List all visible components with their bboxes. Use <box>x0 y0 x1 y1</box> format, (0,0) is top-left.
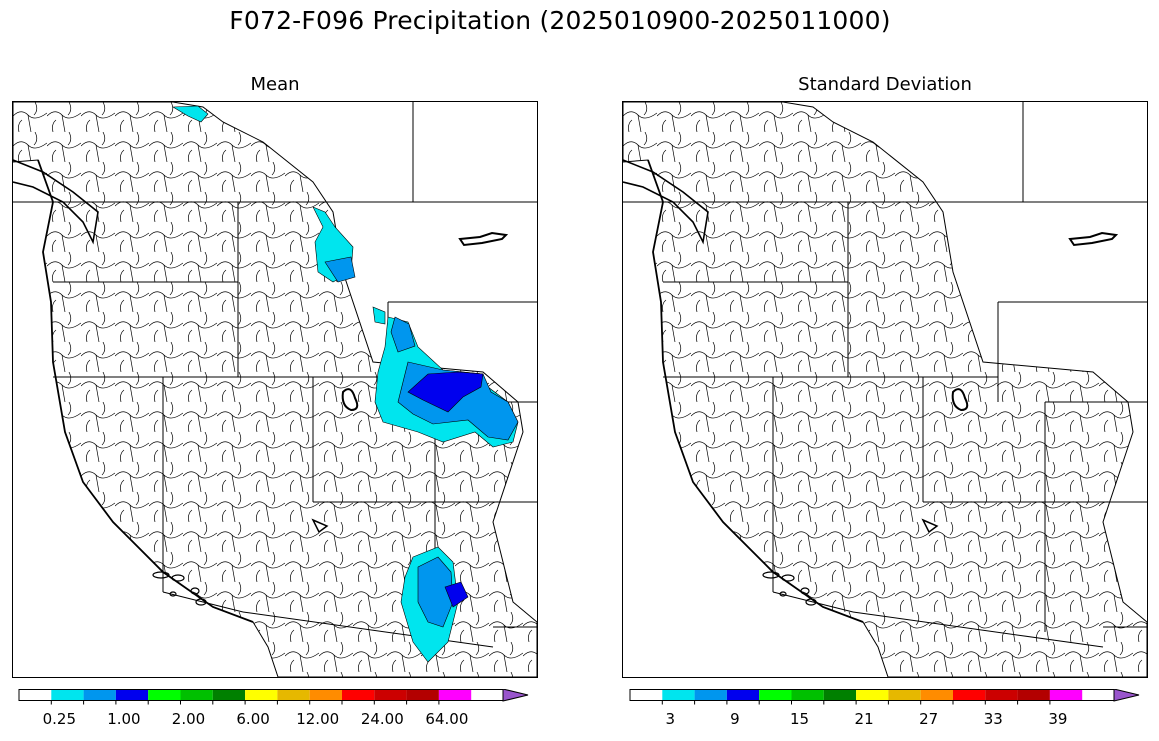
mean-colorbar-tick-label: 0.25 <box>42 710 76 728</box>
stdev-colorbar-color-cell <box>985 689 1018 701</box>
stdev-colorbar-color-cell <box>888 689 921 701</box>
stdev-colorbar-tick-label: 21 <box>854 710 874 728</box>
figure-title: F072-F096 Precipitation (2025010900-2025… <box>229 6 891 35</box>
mean-colorbar-tick-label: 24.00 <box>360 710 404 728</box>
mean-colorbar-color-cell <box>309 689 342 701</box>
stdev-colorbar-tick-label: 3 <box>665 710 676 728</box>
mean-colorbar-tick-label: 1.00 <box>107 710 141 728</box>
mean-colorbar-tick-label: 6.00 <box>236 710 270 728</box>
channel-islands <box>762 571 817 606</box>
stdev-colorbar-color-cell <box>759 689 792 701</box>
stdev-colorbar-color-cell <box>791 689 824 701</box>
stdev-colorbar-tick-label: 39 <box>1048 710 1068 728</box>
mean-colorbar-color-cell <box>51 689 84 701</box>
mean-colorbar-color-cell <box>212 689 246 701</box>
stdev-colorbar-tick-label: 15 <box>789 710 810 728</box>
mean-panel-title: Mean <box>250 74 300 95</box>
mean-map <box>12 101 538 678</box>
stdev-colorbar-color-cell <box>1049 689 1083 701</box>
channel-islands <box>152 571 207 606</box>
mean-colorbar-color-cell <box>83 689 116 701</box>
stdev-map <box>622 101 1148 678</box>
stdev-colorbar-tick-label: 33 <box>983 710 1003 728</box>
stdev-panel-title: Standard Deviation <box>798 74 972 95</box>
stdev-colorbar-color-cell <box>726 689 760 701</box>
stdev-colorbar-color-cell <box>694 689 727 701</box>
mean-colorbar-color-cell <box>19 689 52 701</box>
stdev-map-canvas <box>623 102 1147 677</box>
mean-colorbar-color-cell <box>277 689 310 701</box>
flathead-lake <box>458 231 509 247</box>
mean-colorbar-color-cell <box>245 689 278 701</box>
puget-sound <box>623 159 709 245</box>
land-area <box>623 102 1147 677</box>
mean-colorbar-color-cell <box>115 689 149 701</box>
puget-sound <box>13 159 99 245</box>
salton-sea <box>311 518 329 534</box>
mean-colorbar-tick-label: 12.00 <box>296 710 340 728</box>
stdev-colorbar-color-cell <box>662 689 695 701</box>
mean-colorbar-color-cell <box>374 689 407 701</box>
salton-sea <box>921 518 939 534</box>
stdev-colorbar-color-cell <box>630 689 663 701</box>
flathead-lake <box>1068 231 1119 247</box>
mean-colorbar-tick-label: 64.00 <box>425 710 469 728</box>
stdev-colorbar <box>629 689 1140 705</box>
stdev-colorbar-color-cell <box>953 689 986 701</box>
stdev-colorbar-tick-label: 9 <box>730 710 740 728</box>
mean-map-canvas <box>13 102 537 677</box>
mean-colorbar-tick-label: 2.00 <box>171 710 206 728</box>
coastline <box>37 159 254 623</box>
stdev-colorbar-tick-label: 27 <box>919 710 939 728</box>
mean-colorbar-color-cell <box>148 689 181 701</box>
stdev-colorbar-color-cell <box>920 689 953 701</box>
state-borders <box>623 102 1147 648</box>
mean-colorbar-color-cell <box>406 689 439 701</box>
mean-colorbar <box>18 689 529 705</box>
stdev-colorbar-color-cell <box>856 689 889 701</box>
coastline <box>647 159 864 623</box>
mean-colorbar-color-cell <box>438 689 472 701</box>
stdev-colorbar-color-cell <box>823 689 857 701</box>
precip-shading <box>171 105 519 663</box>
mean-colorbar-color-cell <box>180 689 213 701</box>
great-salt-lake <box>341 388 359 412</box>
great-salt-lake <box>951 388 969 412</box>
stdev-colorbar-color-cell <box>1017 689 1050 701</box>
mean-colorbar-color-cell <box>342 689 375 701</box>
